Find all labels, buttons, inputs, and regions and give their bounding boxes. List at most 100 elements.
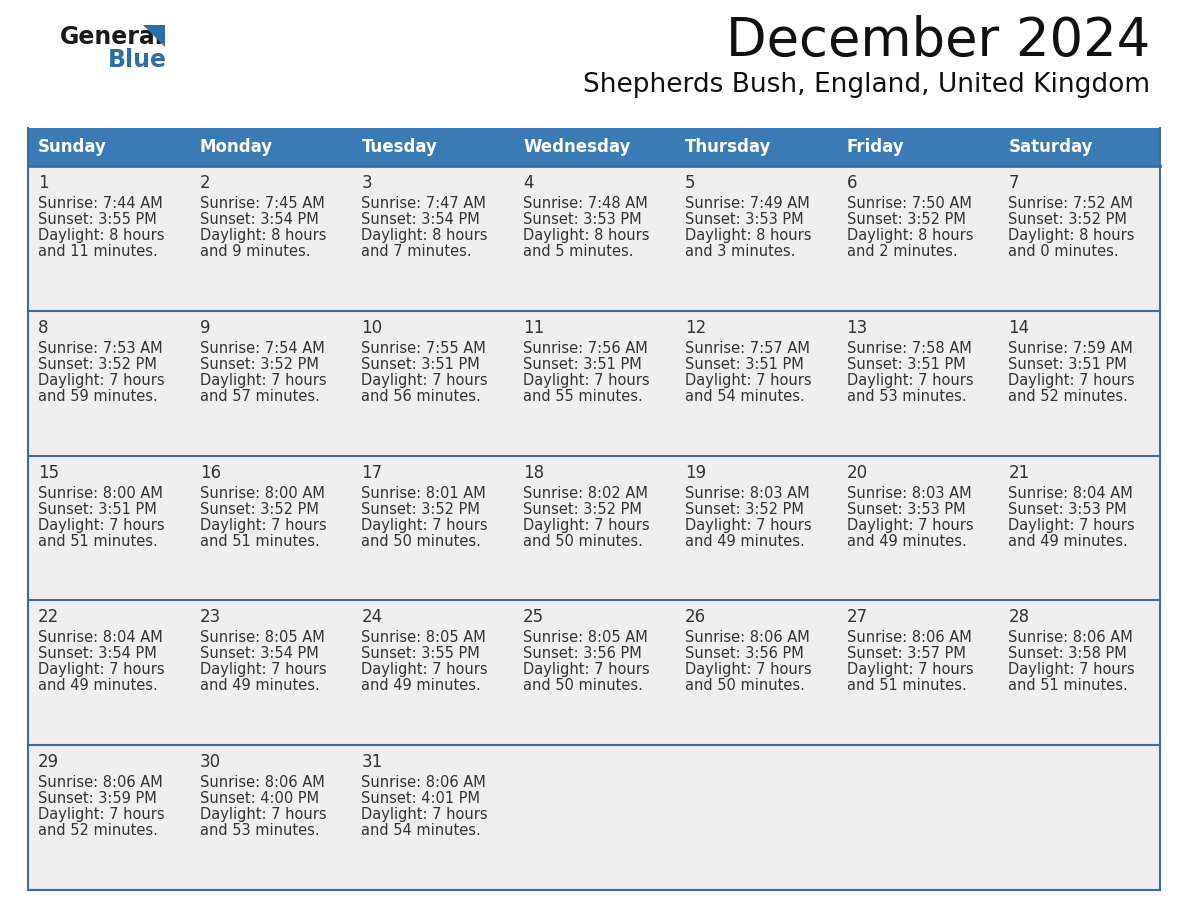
Text: 8: 8 bbox=[38, 319, 49, 337]
Text: Sunset: 3:53 PM: Sunset: 3:53 PM bbox=[684, 212, 803, 227]
Text: 28: 28 bbox=[1009, 609, 1030, 626]
Text: and 51 minutes.: and 51 minutes. bbox=[847, 678, 966, 693]
Text: 17: 17 bbox=[361, 464, 383, 482]
Text: 16: 16 bbox=[200, 464, 221, 482]
Text: 31: 31 bbox=[361, 753, 383, 771]
Text: and 49 minutes.: and 49 minutes. bbox=[847, 533, 966, 549]
Text: 5: 5 bbox=[684, 174, 695, 192]
Text: Daylight: 7 hours: Daylight: 7 hours bbox=[38, 663, 165, 677]
Text: Daylight: 7 hours: Daylight: 7 hours bbox=[200, 663, 327, 677]
Text: and 51 minutes.: and 51 minutes. bbox=[200, 533, 320, 549]
Text: Daylight: 8 hours: Daylight: 8 hours bbox=[361, 228, 488, 243]
Text: 1: 1 bbox=[38, 174, 49, 192]
Text: and 49 minutes.: and 49 minutes. bbox=[684, 533, 804, 549]
Text: and 50 minutes.: and 50 minutes. bbox=[523, 678, 643, 693]
Text: Sunset: 3:56 PM: Sunset: 3:56 PM bbox=[684, 646, 803, 661]
Text: Sunset: 3:52 PM: Sunset: 3:52 PM bbox=[523, 501, 642, 517]
Bar bbox=[29, 745, 1159, 890]
Text: Daylight: 7 hours: Daylight: 7 hours bbox=[847, 373, 973, 387]
Text: Sunrise: 7:47 AM: Sunrise: 7:47 AM bbox=[361, 196, 486, 211]
Text: Sunset: 3:52 PM: Sunset: 3:52 PM bbox=[361, 501, 480, 517]
Text: Sunset: 3:51 PM: Sunset: 3:51 PM bbox=[684, 357, 803, 372]
Text: Sunrise: 8:05 AM: Sunrise: 8:05 AM bbox=[361, 631, 486, 645]
Text: Sunrise: 7:57 AM: Sunrise: 7:57 AM bbox=[684, 341, 810, 356]
Text: and 11 minutes.: and 11 minutes. bbox=[38, 244, 158, 259]
Text: Sunset: 3:51 PM: Sunset: 3:51 PM bbox=[1009, 357, 1127, 372]
Text: Sunrise: 7:49 AM: Sunrise: 7:49 AM bbox=[684, 196, 809, 211]
Text: Tuesday: Tuesday bbox=[361, 138, 437, 156]
Text: Sunrise: 7:59 AM: Sunrise: 7:59 AM bbox=[1009, 341, 1133, 356]
Bar bbox=[513, 128, 675, 166]
Text: and 50 minutes.: and 50 minutes. bbox=[684, 678, 804, 693]
Text: and 55 minutes.: and 55 minutes. bbox=[523, 389, 643, 404]
Text: Daylight: 8 hours: Daylight: 8 hours bbox=[847, 228, 973, 243]
Text: Daylight: 7 hours: Daylight: 7 hours bbox=[684, 373, 811, 387]
Text: Sunset: 3:54 PM: Sunset: 3:54 PM bbox=[200, 646, 318, 661]
Text: Monday: Monday bbox=[200, 138, 273, 156]
Text: Sunrise: 7:58 AM: Sunrise: 7:58 AM bbox=[847, 341, 972, 356]
Text: Sunset: 3:51 PM: Sunset: 3:51 PM bbox=[847, 357, 966, 372]
Text: and 3 minutes.: and 3 minutes. bbox=[684, 244, 795, 259]
Text: 19: 19 bbox=[684, 464, 706, 482]
Text: Sunrise: 8:04 AM: Sunrise: 8:04 AM bbox=[1009, 486, 1133, 500]
Text: Sunset: 3:52 PM: Sunset: 3:52 PM bbox=[200, 501, 318, 517]
Text: Daylight: 7 hours: Daylight: 7 hours bbox=[1009, 518, 1135, 532]
Text: and 49 minutes.: and 49 minutes. bbox=[1009, 533, 1129, 549]
Text: Daylight: 7 hours: Daylight: 7 hours bbox=[361, 373, 488, 387]
Text: Sunset: 3:52 PM: Sunset: 3:52 PM bbox=[1009, 212, 1127, 227]
Text: Sunrise: 8:01 AM: Sunrise: 8:01 AM bbox=[361, 486, 486, 500]
Bar bbox=[29, 600, 1159, 745]
Text: Friday: Friday bbox=[847, 138, 904, 156]
Text: Daylight: 7 hours: Daylight: 7 hours bbox=[523, 663, 650, 677]
Text: Sunrise: 8:06 AM: Sunrise: 8:06 AM bbox=[361, 775, 486, 790]
Text: 15: 15 bbox=[38, 464, 59, 482]
Bar bbox=[29, 128, 190, 166]
Text: Daylight: 7 hours: Daylight: 7 hours bbox=[847, 663, 973, 677]
Text: and 49 minutes.: and 49 minutes. bbox=[200, 678, 320, 693]
Text: Sunrise: 7:56 AM: Sunrise: 7:56 AM bbox=[523, 341, 647, 356]
Text: 12: 12 bbox=[684, 319, 706, 337]
Text: 29: 29 bbox=[38, 753, 59, 771]
Text: Wednesday: Wednesday bbox=[523, 138, 631, 156]
Text: Daylight: 7 hours: Daylight: 7 hours bbox=[684, 663, 811, 677]
Text: and 52 minutes.: and 52 minutes. bbox=[38, 823, 158, 838]
Text: Daylight: 7 hours: Daylight: 7 hours bbox=[361, 807, 488, 823]
Text: Sunrise: 7:52 AM: Sunrise: 7:52 AM bbox=[1009, 196, 1133, 211]
Text: Sunday: Sunday bbox=[38, 138, 107, 156]
Text: and 49 minutes.: and 49 minutes. bbox=[38, 678, 158, 693]
Text: 20: 20 bbox=[847, 464, 867, 482]
Text: General: General bbox=[61, 25, 164, 49]
Text: and 54 minutes.: and 54 minutes. bbox=[684, 389, 804, 404]
Text: Daylight: 7 hours: Daylight: 7 hours bbox=[38, 807, 165, 823]
Text: Daylight: 7 hours: Daylight: 7 hours bbox=[523, 373, 650, 387]
Text: Sunset: 3:52 PM: Sunset: 3:52 PM bbox=[684, 501, 804, 517]
Text: Sunrise: 8:06 AM: Sunrise: 8:06 AM bbox=[200, 775, 324, 790]
Text: December 2024: December 2024 bbox=[726, 15, 1150, 67]
Text: 18: 18 bbox=[523, 464, 544, 482]
Text: and 56 minutes.: and 56 minutes. bbox=[361, 389, 481, 404]
Text: Sunrise: 7:53 AM: Sunrise: 7:53 AM bbox=[38, 341, 163, 356]
Text: and 0 minutes.: and 0 minutes. bbox=[1009, 244, 1119, 259]
Text: 7: 7 bbox=[1009, 174, 1019, 192]
Text: Sunset: 3:57 PM: Sunset: 3:57 PM bbox=[847, 646, 966, 661]
Text: Sunset: 3:53 PM: Sunset: 3:53 PM bbox=[847, 501, 965, 517]
Text: 30: 30 bbox=[200, 753, 221, 771]
Text: and 52 minutes.: and 52 minutes. bbox=[1009, 389, 1129, 404]
Text: Daylight: 8 hours: Daylight: 8 hours bbox=[684, 228, 811, 243]
Text: Thursday: Thursday bbox=[684, 138, 771, 156]
Text: Sunset: 3:59 PM: Sunset: 3:59 PM bbox=[38, 791, 157, 806]
Text: Sunrise: 7:50 AM: Sunrise: 7:50 AM bbox=[847, 196, 972, 211]
Polygon shape bbox=[143, 25, 165, 47]
Text: Sunrise: 7:45 AM: Sunrise: 7:45 AM bbox=[200, 196, 324, 211]
Text: Sunrise: 8:03 AM: Sunrise: 8:03 AM bbox=[684, 486, 809, 500]
Text: Shepherds Bush, England, United Kingdom: Shepherds Bush, England, United Kingdom bbox=[583, 72, 1150, 98]
Text: Sunset: 3:52 PM: Sunset: 3:52 PM bbox=[200, 357, 318, 372]
Text: Sunrise: 8:06 AM: Sunrise: 8:06 AM bbox=[38, 775, 163, 790]
Text: Daylight: 7 hours: Daylight: 7 hours bbox=[200, 518, 327, 532]
Text: 14: 14 bbox=[1009, 319, 1030, 337]
Text: Daylight: 8 hours: Daylight: 8 hours bbox=[1009, 228, 1135, 243]
Text: Sunset: 4:01 PM: Sunset: 4:01 PM bbox=[361, 791, 480, 806]
Text: 27: 27 bbox=[847, 609, 867, 626]
Text: and 51 minutes.: and 51 minutes. bbox=[38, 533, 158, 549]
Text: Sunset: 3:51 PM: Sunset: 3:51 PM bbox=[361, 357, 480, 372]
